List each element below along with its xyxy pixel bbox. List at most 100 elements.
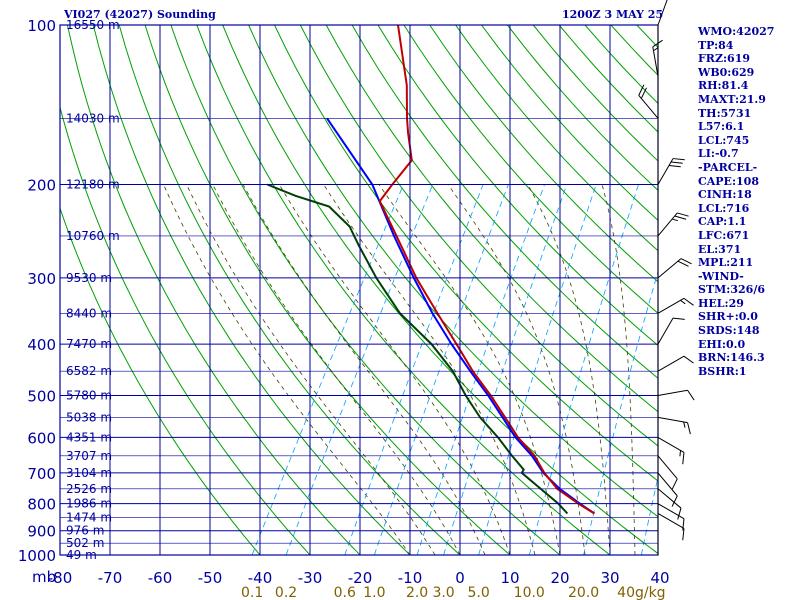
temperature-tick-label: -30 [298, 569, 323, 587]
wind-barb-staff [657, 317, 674, 345]
wind-barb-flag [671, 495, 678, 507]
wind-barb [657, 436, 685, 465]
wind-barb-staff [657, 212, 678, 237]
wind-barb-flag [672, 158, 685, 161]
index-value: -PARCEL- [698, 160, 758, 174]
mixing-ratio-label: 2.0 [406, 585, 428, 600]
index-value: FRZ:619 [698, 52, 751, 66]
wind-barb-flag [682, 452, 685, 465]
wind-barb-staff [652, 46, 659, 77]
pressure-tick-label: 400 [27, 336, 56, 354]
temperature-tick-label: -10 [398, 569, 423, 587]
index-value: SHR+:0.0 [698, 310, 758, 324]
moist-adiabat [527, 184, 611, 555]
wind-barb-flag [682, 518, 685, 531]
height-label: 5038 m [66, 410, 112, 424]
wind-barb-flag [638, 84, 645, 96]
pressure-tick-label: 700 [27, 465, 56, 483]
wind-barb-flag [668, 164, 681, 168]
temperature-tick-label: -80 [48, 569, 73, 587]
wind-barb-staff [657, 297, 685, 314]
sounding-time: 1200Z 3 MAY 25 [562, 8, 664, 21]
height-label: 9530 m [66, 271, 112, 285]
index-value: L57:6.1 [698, 120, 745, 134]
index-value: RH:81.4 [698, 79, 749, 93]
index-value: -WIND- [698, 269, 744, 283]
moist-adiabat [242, 184, 486, 555]
wind-barb-staff [657, 416, 688, 424]
wind-barb-staff [657, 472, 678, 497]
moist-adiabat [447, 184, 586, 555]
index-value: WB0:629 [698, 65, 755, 79]
wind-barb-flag [671, 478, 678, 490]
wind-barb [657, 258, 692, 279]
height-label: 6582 m [66, 364, 112, 378]
mixing-ratio-label: 0.1 [241, 585, 263, 600]
indices-panel: WMO:42027 TP:84 FRZ:619 WB0:629 RH:81.4 MAXT:… [698, 25, 798, 378]
mixing-ratio-line [583, 270, 658, 555]
wind-barb [657, 503, 685, 531]
mixing-ratio-line [416, 184, 545, 555]
mixing-ratio-label: 0.2 [275, 585, 297, 600]
moist-adiabat [323, 184, 536, 555]
index-value: BRN:146.3 [698, 351, 765, 365]
wind-barb [657, 158, 685, 185]
wind-barb-flag [672, 317, 685, 320]
temperature-tick-label: 20 [550, 569, 569, 587]
pressure-tick-label: 200 [27, 177, 56, 195]
height-label: 3104 m [66, 466, 112, 480]
index-value: STM:326/6 [698, 283, 765, 297]
wind-barb-staff [657, 355, 685, 372]
wind-barb-staff [657, 488, 682, 509]
wind-barb-staff [657, 158, 674, 185]
index-value: TP:84 [698, 38, 734, 52]
wind-barb-flag [683, 355, 694, 364]
height-label: 8440 m [66, 306, 112, 320]
wind-barb-flag [683, 421, 686, 428]
wind-barb-staff [657, 389, 688, 396]
parcel-path-line [326, 117, 595, 515]
moist-adiabat [279, 184, 511, 555]
wind-barb-flag [670, 161, 683, 164]
height-label: 4351 m [66, 430, 112, 444]
wind-barb [657, 472, 678, 507]
pressure-tick-label: 300 [27, 270, 56, 288]
wind-barb-staff [657, 455, 678, 480]
wind-barb-staff [657, 436, 685, 453]
wind-barb-flag [682, 528, 685, 541]
pressure-tick-label: 900 [27, 523, 56, 541]
dewpoint-profile-line [266, 183, 569, 515]
dry-adiabat [118, 25, 461, 555]
height-label: 14030 m [66, 111, 120, 125]
wind-barb [657, 212, 689, 237]
pressure-tick-label: 500 [27, 387, 56, 405]
mixing-ratio-label: 1.0 [363, 585, 385, 600]
mixing-ratio-line [344, 184, 484, 555]
mixing-ratio-line [528, 184, 639, 555]
mixing-ratio-label: 3.0 [432, 585, 454, 600]
wind-barb [638, 84, 659, 119]
wind-barb [657, 0, 668, 26]
wind-barb [657, 488, 682, 520]
index-value: CAPE:108 [698, 174, 759, 188]
wind-barb [657, 513, 685, 541]
dry-adiabat [248, 25, 658, 518]
pressure-tick-label: 800 [27, 496, 56, 514]
height-label: 5780 m [66, 388, 112, 402]
pressure-unit-label: mb [32, 568, 56, 586]
height-label: 10760 m [66, 229, 120, 243]
height-label: 976 m [66, 524, 104, 538]
wind-barb [657, 416, 691, 435]
wind-barb [657, 455, 678, 490]
wind-barb-flag [677, 260, 689, 267]
mixing-ratio-line [251, 184, 404, 555]
moist-adiabat [212, 184, 461, 555]
index-value: TH:5731 [698, 106, 752, 120]
height-label: 12180 m [66, 178, 120, 192]
temperature-profile-line [378, 25, 595, 515]
temperature-tick-label: -50 [198, 569, 223, 587]
height-label: 3707 m [66, 449, 112, 463]
index-value: HEL:29 [698, 296, 744, 310]
index-value: SRDS:148 [698, 324, 760, 338]
temperature-tick-label: 0 [455, 569, 465, 587]
